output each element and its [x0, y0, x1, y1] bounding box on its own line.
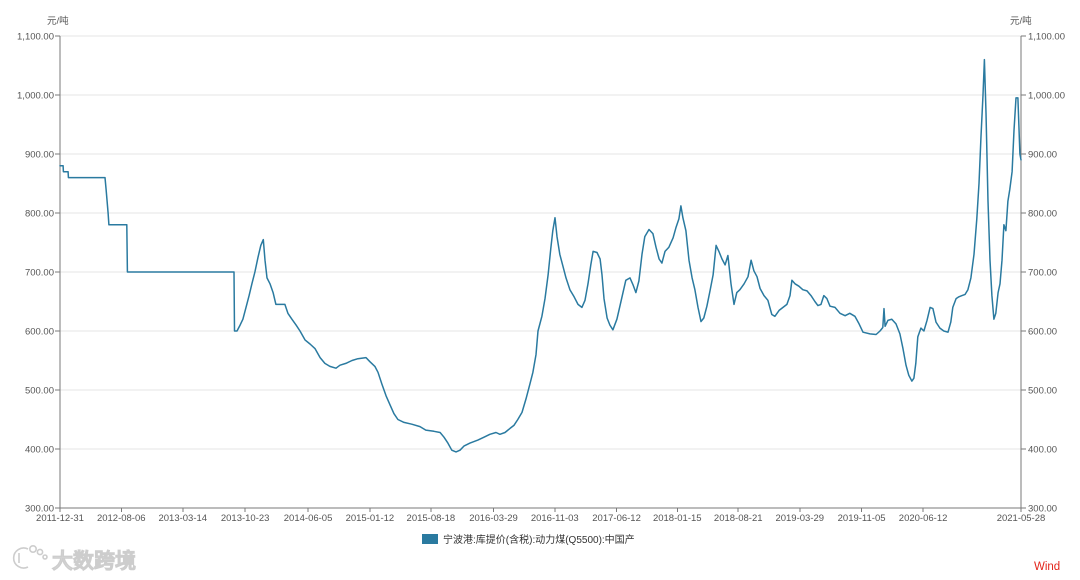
y-unit-right: 元/吨	[1010, 15, 1032, 27]
legend-label: 宁波港:库提价(含税):动力煤(Q5500):中国产	[443, 533, 635, 546]
gridlines	[60, 35, 1021, 450]
y-axis-left-ticks: 1,100.00 1,000.00 900.00 800.00 700.00 600.00…	[17, 32, 60, 515]
y-tick-label-left: 1,100.00	[17, 32, 54, 43]
y-tick-label-left: 300.00	[25, 504, 54, 515]
y-tick-label-left: 900.00	[25, 150, 54, 161]
y-tick-label-right: 800.00	[1028, 209, 1057, 220]
x-axis-ticks: 2011-12-31 2012-08-06 2013-03-14 2013-10-23…	[36, 508, 1045, 524]
y-tick-label-right: 1,100.00	[1028, 32, 1065, 43]
x-tick-label: 2015-08-18	[407, 513, 456, 524]
legend-swatch	[422, 534, 438, 544]
y-tick-label-right: 300.00	[1028, 504, 1057, 515]
y-tick-label-right: 900.00	[1028, 150, 1057, 161]
x-tick-label: 2011-12-31	[36, 513, 84, 524]
watermark-text: 大数跨境	[52, 549, 136, 573]
x-tick-label: 2013-10-23	[221, 513, 270, 524]
x-tick-label: 2016-11-03	[531, 513, 579, 524]
y-tick-label-right: 500.00	[1028, 386, 1057, 397]
y-unit-left: 元/吨	[47, 15, 69, 27]
x-tick-label: 2018-08-21	[714, 513, 763, 524]
y-tick-label-right: 400.00	[1028, 445, 1057, 456]
watermark-logo-icon	[12, 544, 48, 569]
x-tick-label: 2015-01-12	[346, 513, 395, 524]
y-tick-label-right: 600.00	[1028, 327, 1057, 338]
series-line	[59, 58, 1022, 453]
x-tick-label: 2016-03-29	[469, 513, 518, 524]
x-tick-label: 2014-06-05	[284, 513, 333, 524]
legend-item[interactable]: 宁波港:库提价(含税):动力煤(Q5500):中国产	[422, 533, 635, 546]
x-tick-label: 2020-06-12	[899, 513, 948, 524]
y-tick-label-right: 1,000.00	[1028, 91, 1065, 102]
y-tick-label-right: 700.00	[1028, 268, 1057, 279]
x-tick-label: 2018-01-15	[653, 513, 702, 524]
x-tick-label: 2017-06-12	[592, 513, 641, 524]
x-tick-label: 2019-11-05	[838, 513, 886, 524]
y-tick-label-left: 600.00	[25, 327, 54, 338]
y-tick-label-left: 400.00	[25, 445, 54, 456]
y-tick-label-left: 800.00	[25, 209, 54, 220]
y-tick-label-left: 700.00	[25, 268, 54, 279]
x-tick-label: 2013-03-14	[158, 513, 207, 524]
y-tick-label-left: 1,000.00	[17, 91, 54, 102]
x-tick-label: 2012-08-06	[97, 513, 146, 524]
watermark: 大数跨境	[12, 544, 136, 573]
x-tick-label: 2021-05-28	[997, 513, 1046, 524]
x-tick-label: 2019-03-29	[775, 513, 824, 524]
source-label: Wind	[1034, 561, 1060, 573]
y-tick-label-left: 500.00	[25, 386, 54, 397]
y-axis-right-ticks: 1,100.00 1,000.00 900.00 800.00 700.00 600.00…	[1021, 32, 1065, 515]
